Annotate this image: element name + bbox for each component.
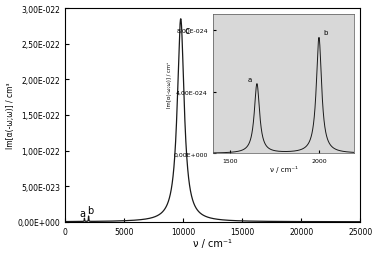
Text: b: b xyxy=(87,205,93,216)
Text: a: a xyxy=(80,208,86,218)
Y-axis label: Im[α(-ω;ω)] / cm³: Im[α(-ω;ω)] / cm³ xyxy=(6,82,15,149)
Text: c: c xyxy=(185,26,190,36)
X-axis label: ν / cm⁻¹: ν / cm⁻¹ xyxy=(193,239,232,248)
